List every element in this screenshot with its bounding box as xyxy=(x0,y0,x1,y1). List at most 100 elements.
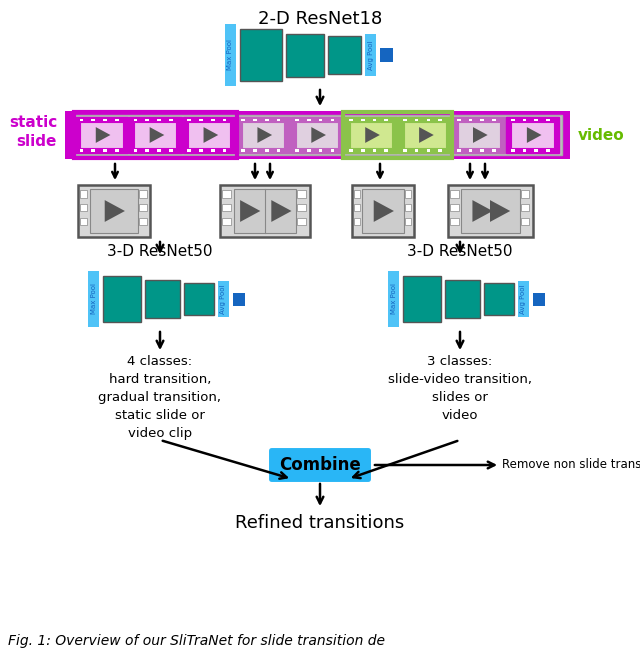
Bar xyxy=(319,119,323,121)
Polygon shape xyxy=(105,200,125,222)
Bar xyxy=(295,119,299,121)
Bar xyxy=(450,191,459,198)
Bar xyxy=(297,191,307,198)
Text: Avg Pool: Avg Pool xyxy=(520,284,527,314)
Bar xyxy=(354,218,360,225)
Bar xyxy=(90,189,138,233)
Bar xyxy=(237,117,289,153)
Bar xyxy=(80,122,123,148)
Bar xyxy=(157,119,161,121)
Bar xyxy=(129,117,182,153)
Bar xyxy=(349,119,353,121)
Bar xyxy=(65,111,570,159)
Bar xyxy=(75,117,128,153)
Polygon shape xyxy=(150,127,164,143)
Bar xyxy=(80,149,83,151)
Bar xyxy=(225,24,236,86)
Bar xyxy=(426,119,430,121)
Bar xyxy=(354,191,360,198)
Bar xyxy=(534,119,538,121)
Polygon shape xyxy=(311,127,326,143)
Bar xyxy=(511,122,554,148)
Bar xyxy=(461,189,520,233)
Bar xyxy=(457,119,461,121)
Bar xyxy=(276,119,280,121)
Bar xyxy=(492,149,496,151)
Bar xyxy=(253,119,257,121)
Text: Combine: Combine xyxy=(279,456,361,474)
Bar xyxy=(103,149,107,151)
Bar xyxy=(297,204,307,212)
Bar xyxy=(362,189,404,233)
Bar xyxy=(80,119,83,121)
Polygon shape xyxy=(527,127,541,143)
Bar xyxy=(223,149,227,151)
Bar xyxy=(307,149,310,151)
Bar xyxy=(211,119,214,121)
Text: 3-D ResNet50: 3-D ResNet50 xyxy=(407,244,513,259)
Bar xyxy=(157,149,161,151)
Bar xyxy=(511,149,515,151)
Bar xyxy=(134,122,177,148)
Bar xyxy=(307,119,310,121)
Bar xyxy=(481,149,484,151)
Bar xyxy=(222,204,231,212)
Text: Refined transitions: Refined transitions xyxy=(236,514,404,532)
Bar xyxy=(521,191,529,198)
Bar xyxy=(220,185,310,237)
Bar xyxy=(188,122,230,148)
Bar xyxy=(183,117,236,153)
Polygon shape xyxy=(473,127,488,143)
Bar xyxy=(265,149,269,151)
Bar xyxy=(481,119,484,121)
Text: 3-D ResNet50: 3-D ResNet50 xyxy=(108,244,212,259)
Bar xyxy=(426,149,430,151)
Text: Max Pool: Max Pool xyxy=(390,284,397,314)
Bar xyxy=(233,293,244,305)
Bar xyxy=(73,115,562,155)
Bar xyxy=(184,283,214,315)
Bar xyxy=(240,29,282,81)
Text: static
slide: static slide xyxy=(9,115,57,149)
Bar xyxy=(361,149,365,151)
Bar xyxy=(169,149,173,151)
Bar xyxy=(404,191,411,198)
Bar xyxy=(344,117,397,153)
Bar xyxy=(218,281,229,317)
Polygon shape xyxy=(472,200,493,222)
Polygon shape xyxy=(419,127,434,143)
Bar xyxy=(388,271,399,327)
Bar xyxy=(88,271,99,327)
Bar xyxy=(241,119,245,121)
Bar xyxy=(80,218,87,225)
Bar xyxy=(518,281,529,317)
Bar xyxy=(484,283,514,315)
Bar xyxy=(222,218,231,225)
Polygon shape xyxy=(374,200,394,222)
Text: Remove non slide transitions: Remove non slide transitions xyxy=(502,458,640,472)
Text: Max Pool: Max Pool xyxy=(90,284,97,314)
Bar xyxy=(134,119,138,121)
FancyBboxPatch shape xyxy=(268,447,372,483)
Bar xyxy=(80,204,87,212)
Text: Avg Pool: Avg Pool xyxy=(221,284,227,314)
Bar xyxy=(169,119,173,121)
Bar xyxy=(404,204,411,212)
Bar xyxy=(211,149,214,151)
Bar xyxy=(372,119,376,121)
Bar xyxy=(92,119,95,121)
Bar xyxy=(140,218,147,225)
Polygon shape xyxy=(271,200,292,222)
Bar xyxy=(380,48,392,62)
Bar xyxy=(286,33,324,77)
Text: Fig. 1: Overview of our SliTraNet for slide transition de: Fig. 1: Overview of our SliTraNet for sl… xyxy=(8,634,385,648)
Bar xyxy=(140,191,147,198)
Bar xyxy=(546,119,550,121)
Bar xyxy=(415,149,419,151)
Bar xyxy=(103,276,141,322)
Bar xyxy=(354,204,360,212)
Bar xyxy=(330,119,334,121)
Bar xyxy=(523,119,526,121)
Bar xyxy=(242,122,284,148)
Bar xyxy=(468,119,472,121)
